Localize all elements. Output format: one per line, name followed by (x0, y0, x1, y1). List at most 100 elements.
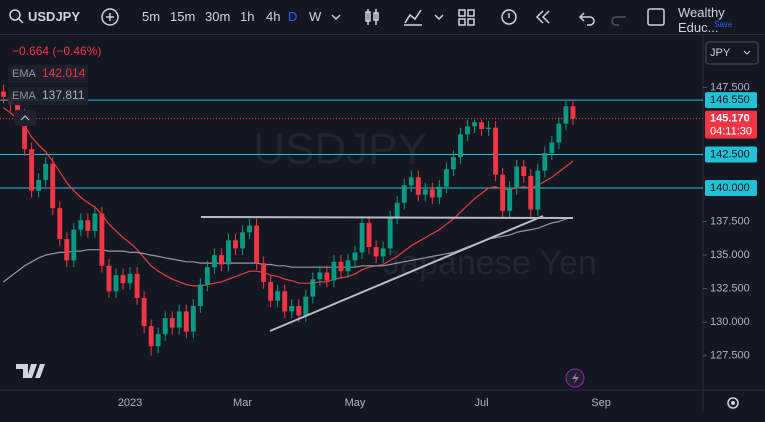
candle-body (549, 142, 555, 154)
candle-body (472, 122, 477, 127)
level-label: 146.550 (710, 94, 750, 106)
settings[interactable] (727, 397, 739, 409)
candle-body (183, 311, 189, 332)
x-tick-label: May (345, 397, 366, 409)
legend-name: EMA (12, 90, 37, 102)
candle-body (36, 179, 42, 191)
x-tick-label: Jul (475, 397, 489, 409)
candle-body (169, 318, 175, 328)
bolt (572, 372, 579, 384)
candle-body (218, 255, 224, 265)
candle-body (359, 222, 365, 253)
candle-body (563, 106, 569, 124)
candle-body (331, 261, 337, 281)
timeframe-button[interactable]: 1h (240, 9, 255, 24)
candle-body (1, 91, 6, 97)
candle-body (57, 208, 63, 239)
symbol[interactable]: USDJPY (28, 9, 81, 24)
currency-box[interactable] (705, 41, 759, 65)
candle-body (254, 225, 260, 264)
candle-body (535, 170, 541, 210)
x-tick-label: Sep (591, 397, 611, 409)
candle-body (303, 296, 309, 316)
timeframe-button[interactable]: 15m (170, 9, 196, 24)
candle-body (275, 291, 281, 301)
candle-body (415, 177, 421, 195)
level-tag (705, 92, 757, 109)
candle-body (64, 238, 70, 261)
candle-body (422, 189, 428, 195)
candle-body (155, 334, 161, 347)
chevron (743, 50, 751, 55)
level-label: 142.500 (710, 148, 750, 160)
candle-body (500, 174, 506, 211)
candle-body (345, 260, 351, 272)
candle-body (394, 202, 400, 218)
level-tag (705, 146, 757, 163)
candle-body (458, 134, 463, 158)
level-label: 140.000 (710, 182, 750, 194)
timeframe-button[interactable]: D (288, 9, 298, 24)
candle-body (542, 153, 548, 171)
candle-body (479, 122, 485, 130)
chart-bg (0, 35, 765, 422)
candle-body (324, 272, 330, 281)
candle-body (211, 255, 217, 268)
save[interactable]: Save (714, 20, 733, 29)
candle-body (71, 229, 77, 261)
currency[interactable]: JPY (710, 47, 731, 59)
y-tick-label: 130.000 (710, 316, 750, 328)
y-tick-label: 132.500 (710, 283, 750, 295)
candle-body (268, 281, 274, 301)
logo (16, 364, 45, 378)
candle-body (240, 232, 245, 249)
candle-body (408, 177, 414, 186)
settings-dot (731, 401, 735, 405)
legend-name: EMA (12, 68, 37, 80)
candle-body (134, 273, 140, 298)
candle-body (401, 185, 407, 203)
candle-body (310, 279, 316, 297)
candle-body (127, 273, 133, 284)
timeframe-button[interactable]: 5m (142, 9, 161, 24)
candle-body (113, 275, 119, 292)
price-change: −0.664 (−0.46%) (12, 44, 101, 58)
candle-body (450, 157, 456, 170)
candle-body (141, 297, 147, 327)
timeframe-button[interactable]: W (309, 9, 322, 24)
countdown: 04:11:30 (710, 126, 752, 138)
timeframe-button[interactable]: 4h (266, 9, 281, 24)
candle-body (282, 291, 288, 312)
candle-body (338, 261, 344, 272)
account[interactable]: Wealthy Educ... (678, 5, 725, 35)
toolbar-icons (9, 8, 665, 26)
candle-body (436, 186, 442, 198)
candle-body (507, 188, 513, 211)
candle-body (226, 240, 231, 265)
y-tick-label: 137.500 (710, 215, 750, 227)
collapse-button[interactable] (14, 110, 36, 126)
candle-body (443, 169, 449, 187)
y-tick-label: 127.500 (710, 350, 750, 362)
level-tag (705, 180, 757, 197)
x-tick-label: 2023 (118, 397, 142, 409)
candle-body (380, 248, 386, 257)
toolbar: USDJPY 5m 15m 30m 1h 4h D W Wealthy Educ... Sa… (0, 0, 765, 35)
candle-body (366, 222, 372, 248)
candle-body (556, 123, 562, 143)
legend-value: 137.811 (42, 88, 85, 102)
candle-body (289, 306, 295, 312)
candle-body (106, 265, 112, 292)
candle-body (85, 220, 91, 231)
candle-body (190, 306, 196, 332)
drawn-line[interactable] (200, 216, 574, 219)
timeframe-button[interactable]: 30m (205, 9, 231, 24)
last-price-label: 145.170 (710, 113, 750, 125)
candle-body (521, 166, 527, 176)
candle-body (233, 240, 238, 249)
drawn-line[interactable] (269, 215, 544, 332)
candle-body (352, 252, 358, 261)
candle-body (261, 263, 267, 282)
candle-body (514, 166, 520, 189)
